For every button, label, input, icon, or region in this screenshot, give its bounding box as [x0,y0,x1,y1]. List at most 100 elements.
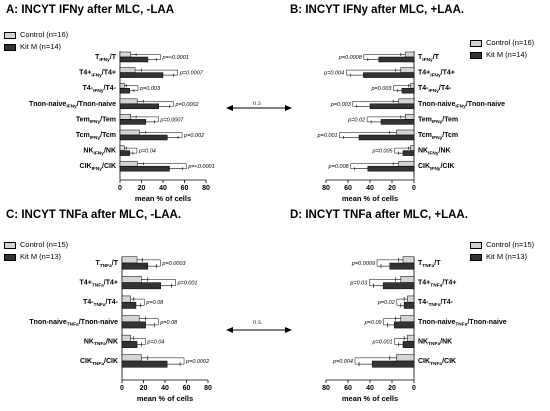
legend-swatch-kitm [4,253,16,261]
category-label: Tnon-naiveIFNy/Tnon-naive [418,101,505,110]
legend-label-control: Control (n=15) [20,240,69,249]
significance-bracket [350,163,394,169]
bar-kitm [121,282,161,290]
category-label-main: Tnon-naive [29,101,66,108]
p-value-label: p=0.04 [146,339,164,345]
category-label-subscript: IFNy [429,88,440,94]
x-tick-label: 80 [322,185,330,192]
category-label-tail: /T4+ [104,280,118,287]
category-label-subscript: IFNy [422,57,433,63]
p-value-label: p=0.001 [176,281,197,287]
category-label-main: T [418,260,423,267]
category-label-subscript: TNFa [430,361,442,367]
bar-control [410,145,415,151]
x-tick-label: 40 [366,185,374,192]
p-value-label: p=0.0007 [179,71,204,77]
panel-c-title: C: INCYT TNFa after MLC, -LAA. [6,209,182,221]
x-tick-label: 0 [412,185,416,192]
category-label-tail: /T [110,54,117,61]
bar-control [121,315,140,323]
category-label-tail: /Tem [442,116,458,123]
bar-control [407,334,415,342]
bar-kitm [121,360,168,368]
category-label-main: CIK [80,163,92,170]
legend-swatch-control [470,39,482,47]
category-label-tail: /Tnon-naive [79,319,118,326]
category-label-subscript: TNFa [100,263,112,269]
bar-kitm [119,165,170,172]
bar-kitm [121,341,138,348]
bar-control [396,354,415,362]
category-label-subscript: TNFa [428,341,440,347]
bar-control [121,354,142,362]
significance-bracket [394,147,409,154]
category-label: CIKIFNy/CIK [418,163,454,172]
x-tick-label: 0 [118,185,122,192]
bar-control [121,295,131,303]
category-label-main: T4+ [418,280,430,287]
legend-label-kitm: Kit M (n=13) [486,252,528,261]
bar-kitm [119,134,168,141]
category-label: T4+TNFa/T4+ [80,280,118,289]
panel-d-legend: Control (n=15) Kit M (n=13) [470,239,534,263]
category-label-main: NK [418,338,428,345]
significance-bracket [393,85,409,91]
p-value-label: p=0.004 [323,71,344,77]
category-label: T4+TNFa/T4+ [418,280,456,289]
legend-label-kitm: Kit M (n=14) [486,50,528,59]
category-label: TIFNy/T [418,54,440,63]
x-tick-label: 20 [140,385,148,392]
category-label-tail: /Tem [100,116,116,123]
category-label-tail: /NK [439,148,451,155]
significance-bracket [147,279,176,286]
category-label-main: T4- [418,85,429,92]
bar-kitm [401,87,415,94]
legend-swatch-kitm [470,51,482,59]
bar-kitm [367,165,415,172]
category-label: TcmIFNy/Tcm [76,132,116,141]
category-label: CIKTNFa/CIK [418,358,456,367]
significance-bracket [126,147,138,154]
bar-kitm [358,134,415,141]
bar-control [121,334,131,342]
p-value-label: p=0.0002 [174,102,198,108]
bar-kitm [119,56,149,63]
p-value-label: p=0.08 [145,300,164,306]
category-label-tail: /NK [104,148,116,155]
category-label: T4-IFNy/T4- [418,85,452,94]
category-label-main: CIK [80,358,92,365]
p-value-label: p=0.003 [370,86,392,92]
bar-kitm [402,150,415,156]
category-label-main: T4- [418,299,429,306]
bar-kitm [119,150,130,156]
x-tick-label: 60 [344,185,352,192]
panel-a-title: A: INCYT IFNy after MLC, -LAA [6,4,175,16]
x-tick-label: 40 [159,185,167,192]
bar-control [121,256,138,264]
arrow-head-left [226,327,233,333]
category-label-subscript: TNFa [422,263,434,269]
panel-a-legend: Control (n=16) Kit M (n=14) [4,29,68,53]
bar-kitm [389,262,415,270]
significance-bracket [143,163,187,169]
arrow-head-right [285,327,292,333]
bar-control [400,315,415,323]
category-label-main: T4- [83,299,94,306]
p-value-label: p=0.0009 [351,261,375,267]
bar-kitm [121,321,146,329]
category-label: Tnon-naiveTNFa/Tnon-naive [29,319,118,328]
significance-bracket [345,69,396,76]
arrow-head-right [285,105,292,111]
significance-bracket [133,298,145,306]
category-label: Tnon-naiveIFNy/Tnon-naive [29,101,116,110]
p-value-label: p=0.02 [377,300,395,306]
bar-kitm [121,301,137,309]
x-tick-label: 80 [202,185,210,192]
significance-bracket [126,85,139,91]
significance-bracket [396,298,405,306]
category-label-subscript: IFNy [455,104,466,110]
category-label: T4-IFNy/T4- [83,85,117,94]
arrow-head-left [226,105,233,111]
p-value-label: p=0.003 [139,86,161,92]
